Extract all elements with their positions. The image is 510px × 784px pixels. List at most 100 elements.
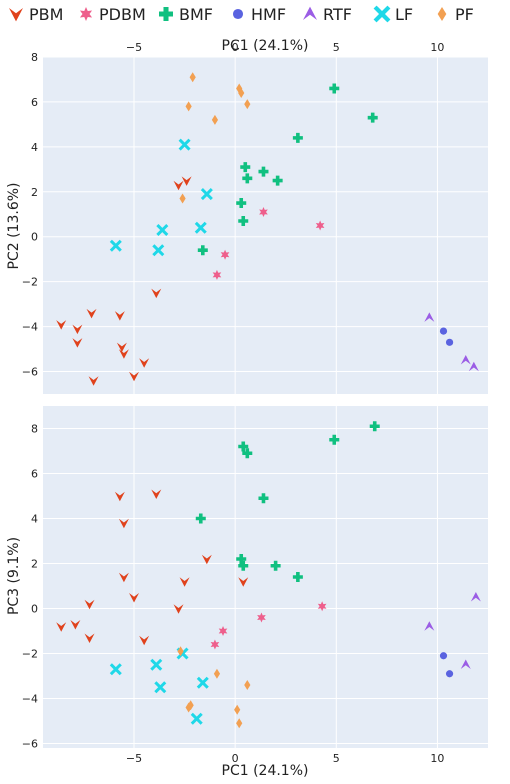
series-lf [109,138,213,257]
legend-marker-pf [437,7,447,21]
point-pbm [88,376,99,386]
legend-marker-pdbm [79,7,93,21]
point-pf [185,702,192,713]
point-bmf [236,198,247,209]
series-hmf [439,652,454,678]
x-tick-label: 0 [232,41,239,54]
y-tick-label: 4 [31,513,38,526]
point-rtf [460,659,471,669]
point-bmf [258,166,269,177]
point-pf [238,87,245,98]
point-bmf [258,493,269,504]
point-bmf [329,434,340,445]
point-pdbm [218,626,228,636]
point-pdbm [259,207,268,218]
y-tick-label: 8 [31,423,38,436]
y-tick-label: 6 [31,96,38,109]
legend-label: HMF [251,5,286,24]
gridlines [43,56,488,394]
legend-marker-pbm [9,8,23,22]
point-pf [189,72,196,83]
point-hmf [439,327,448,335]
legend-label: PDBM [99,5,146,24]
point-lf [150,658,163,671]
point-pbm [173,180,184,191]
legend-item-pbm: PBM [9,5,63,24]
top-y-axis-label: PC2 (13.6%) [6,183,22,270]
bottom-x-axis-label: PC1 (24.1%) [222,763,309,779]
point-bmf [369,421,380,432]
legend: PBM PDBM BMF HMF RTF LF PF [9,5,474,24]
point-pbm [56,320,67,330]
series-hmf [439,327,454,346]
point-lf [194,221,207,234]
point-pbm [86,308,97,319]
point-rtf [468,361,479,372]
point-pf [185,101,192,112]
y-tick-label: 2 [31,558,38,571]
legend-marker-lf [373,5,391,23]
y-tick-label: −2 [22,276,38,289]
point-pf [177,646,184,657]
point-pbm [70,620,81,630]
point-lf [156,223,169,237]
x-tick-label: 0 [232,752,239,765]
legend-item-rtf: RTF [303,5,352,24]
x-tick-label: 10 [430,752,444,765]
point-hmf [439,652,448,660]
point-pdbm [317,601,327,612]
point-bmf [367,112,378,123]
y-tick-label: 2 [31,186,38,199]
point-rtf [460,355,471,365]
point-rtf [424,312,435,322]
point-bmf [292,572,303,582]
gridlines [43,406,488,748]
point-pf [234,704,241,715]
point-lf [152,244,165,257]
point-bmf [236,554,247,564]
bottom-panel-pc1-pc3: −5 0 5 10 −6 −4 −2 0 2 4 6 8 [22,406,488,765]
point-bmf [270,560,281,571]
point-pf [236,83,243,94]
point-pdbm [315,220,325,231]
y-tick-label: −2 [22,648,38,661]
legend-marker-hmf [232,8,244,20]
y-tick-label: 6 [31,468,38,481]
point-pbm [201,554,212,565]
series-pbm [56,176,192,386]
y-tick-label: −4 [22,693,38,706]
series-pbm [56,489,249,646]
legend-label: BMF [179,5,213,24]
point-lf [196,676,209,689]
bottom-y-axis-label: PC3 (9.1%) [6,537,22,615]
point-bmf [195,513,206,524]
point-pf [213,668,221,679]
legend-label: PBM [29,5,63,24]
point-lf [190,712,203,725]
point-pf [244,99,251,110]
legend-item-pdbm: PDBM [79,5,146,24]
point-pbm [151,489,162,499]
point-lf [109,239,122,252]
series-pdbm [212,207,325,280]
point-pbm [114,311,125,321]
top-x-axis-label: PC1 (24.1%) [222,38,309,54]
point-pbm [118,572,129,583]
series-bmf [197,83,378,256]
point-pdbm [210,639,220,650]
y-tick-label: −6 [22,738,38,751]
point-pbm [151,288,162,299]
point-pbm [238,577,249,587]
point-bmf [242,448,253,459]
series-bmf [195,421,380,582]
point-hmf [445,670,454,678]
x-tick-label: 10 [430,41,444,54]
series-lf [109,647,209,725]
series-rtf [424,592,481,669]
point-bmf [272,175,283,186]
point-bmf [242,173,253,184]
plot-area [43,406,488,748]
point-pbm [118,518,129,529]
series-rtf [424,312,479,372]
